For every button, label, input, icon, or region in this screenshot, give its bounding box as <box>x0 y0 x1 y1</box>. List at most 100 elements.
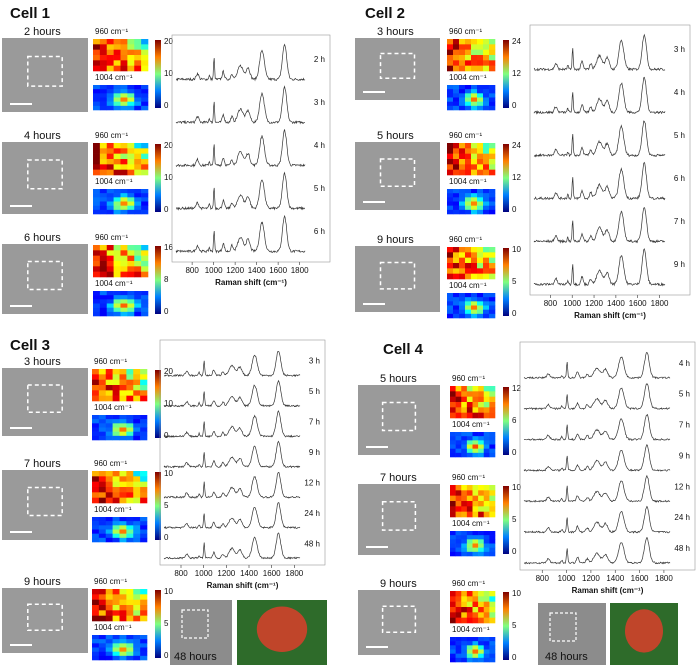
heatmap-cell <box>127 303 135 308</box>
heatmap-cell <box>133 379 141 386</box>
heatmap-cell <box>98 419 107 424</box>
heatmap-cell <box>459 193 466 198</box>
panel-title: Cell 4 <box>383 341 424 358</box>
heatmap-cell <box>120 295 128 300</box>
heatmap-cell <box>134 266 142 272</box>
heatmap-cell <box>483 97 490 102</box>
heatmap-cell <box>119 487 127 493</box>
heatmap-cell <box>472 607 479 613</box>
heatmap-cell <box>105 476 113 482</box>
heatmap-cell <box>478 412 485 419</box>
heatmap-cell <box>489 402 496 408</box>
heatmap-cell <box>113 105 121 111</box>
heatmap-cell <box>465 153 472 160</box>
heatmap-cell <box>140 651 148 657</box>
heatmap-cell <box>140 476 148 482</box>
heatmap-cell <box>99 89 108 94</box>
heatmap-cell <box>447 189 454 194</box>
heatmap-cell <box>465 268 472 274</box>
heatmap-cell <box>92 525 100 530</box>
spectrum-line <box>175 43 306 82</box>
heatmap-cell <box>466 436 473 441</box>
heatmap-cell <box>472 511 479 518</box>
heatmap-cell <box>119 385 127 391</box>
micrograph <box>355 246 440 312</box>
heatmap-cell <box>133 487 141 493</box>
heatmap-cell <box>92 610 100 616</box>
heatmap-cell <box>126 529 134 534</box>
x-tick-label: 1800 <box>655 574 673 583</box>
heatmap-cell <box>461 402 468 408</box>
heatmap-cell <box>99 49 108 56</box>
heatmap-cell <box>478 396 485 403</box>
heatmap-cell <box>133 589 141 595</box>
plot-frame <box>519 341 696 571</box>
heatmap-cell <box>106 307 114 313</box>
spectrum-label: 5 h <box>309 387 320 396</box>
heatmap-cell <box>453 193 460 198</box>
heatmap-cell <box>92 374 100 380</box>
heatmap-cell <box>113 89 121 94</box>
heatmap-cell <box>472 645 479 650</box>
heatmap-cell <box>133 643 141 648</box>
heatmap-cell <box>466 649 473 654</box>
heatmap-cell <box>455 596 462 602</box>
heatmap-cell <box>453 143 460 149</box>
heatmap-cell <box>483 436 490 441</box>
heatmap-cell <box>106 143 114 149</box>
heatmap-cell <box>134 89 142 94</box>
heatmap-cell <box>455 402 462 408</box>
heatmap-cell <box>141 93 149 98</box>
heatmap-cell <box>478 653 485 659</box>
spectrum-line <box>523 444 671 472</box>
colorbar-tick: 20 <box>164 37 173 46</box>
heatmap-cell <box>447 293 454 298</box>
heatmap-cell <box>141 143 149 149</box>
heatmap-cell <box>483 645 490 650</box>
roi-box <box>27 159 63 190</box>
heatmap-cell <box>461 539 468 544</box>
heatmap-cell <box>471 97 478 102</box>
heatmap-cell <box>483 596 490 602</box>
heatmap-cell <box>459 143 466 149</box>
heatmap-cell <box>141 97 149 102</box>
heatmap-cell <box>133 419 141 424</box>
heatmap-cell <box>489 169 496 176</box>
heatmap-cell <box>466 617 473 624</box>
heatmap-cell <box>471 293 478 298</box>
heatmap-cell <box>127 205 135 211</box>
heatmap-cell <box>92 497 100 504</box>
heatmap-cell <box>471 297 478 302</box>
heatmap-cell <box>489 511 496 518</box>
image-label: 6 hours <box>24 232 61 244</box>
heatmap-cell <box>461 612 468 618</box>
heatmap-cell <box>455 506 462 512</box>
heatmap-cell <box>98 643 107 648</box>
colorbar-tick: 12 <box>512 173 521 182</box>
heatmap-cell <box>120 266 128 272</box>
heatmap-cell <box>92 481 100 488</box>
colorbar-tick: 10 <box>164 69 173 78</box>
heatmap-cell <box>455 649 462 654</box>
heatmap-cell <box>127 49 135 56</box>
heatmap-cell <box>126 639 134 644</box>
heatmap-cell <box>483 55 490 61</box>
heatmap-cell <box>93 311 101 317</box>
heatmap-cell <box>459 305 466 310</box>
heatmap-cell <box>450 495 456 502</box>
image-label: 5 hours <box>380 373 417 385</box>
spectrum-label: 4 h <box>679 359 690 368</box>
heatmap-cell <box>92 605 100 611</box>
heatmap-cell <box>450 657 456 663</box>
heatmap-cell <box>483 531 490 536</box>
spectrum-label: 48 h <box>304 539 320 548</box>
heatmap-cell <box>461 543 468 548</box>
spectrum-label: 9 h <box>679 451 690 460</box>
heatmap-cell <box>98 423 107 428</box>
heatmap-cell <box>447 252 454 258</box>
heatmap-cell <box>112 476 120 482</box>
heatmap-cell <box>98 487 107 493</box>
heatmap-cell <box>127 261 135 267</box>
heatmap-cell <box>120 44 128 50</box>
heatmap-cell <box>450 391 456 397</box>
